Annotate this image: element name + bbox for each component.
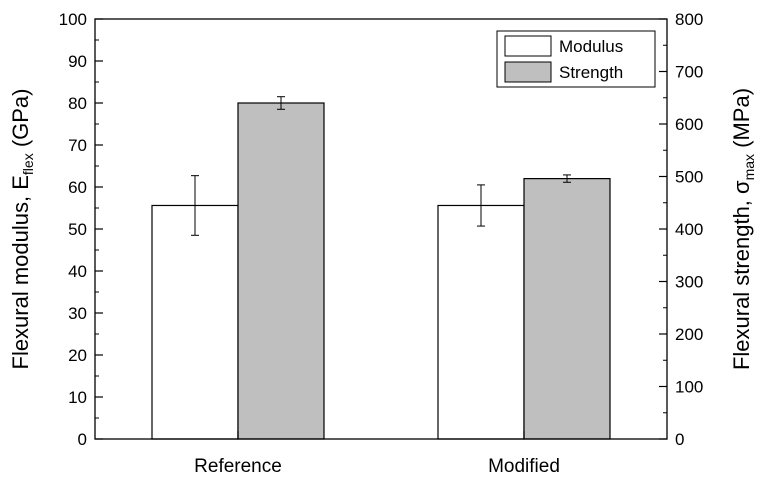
right-axis-label-sub: max [741,154,757,180]
bar-modulus-modified [437,204,525,440]
right-tick-label: 400 [675,220,703,239]
x-axis-labels: Reference Modified [194,431,560,477]
right-tick-label: 0 [675,430,684,449]
bar-strength-modified [523,178,611,440]
right-tick-label: 500 [675,168,703,187]
left-tick-label: 70 [68,136,87,155]
left-tick-label: 40 [68,262,87,281]
error-bars-group [191,96,571,236]
left-tick-label: 0 [78,430,87,449]
left-axis-label: Flexural modulus, Eflex (GPa) [8,88,36,369]
legend-label-modulus: Modulus [559,37,623,56]
error-bar-strength-modified [563,174,571,183]
left-axis-label-main: Flexural modulus, E [8,175,33,369]
right-tick-label: 700 [675,63,703,82]
left-tick-label: 80 [68,94,87,113]
right-axis-label: Flexural strength, σmax (MPa) [729,88,757,370]
bar-modulus-reference [151,204,239,440]
right-tick-label: 200 [675,325,703,344]
left-tick-label: 60 [68,178,87,197]
legend: Modulus Strength [496,30,656,88]
error-bar-modulus-modified [477,184,485,227]
left-tick-label: 100 [59,10,87,29]
right-axis-label-unit: (MPa) [729,88,754,154]
left-tick-label: 50 [68,220,87,239]
right-tick-label: 600 [675,115,703,134]
legend-label-strength: Strength [559,63,623,82]
right-tick-label: 300 [675,273,703,292]
left-tick-label: 30 [68,304,87,323]
legend-swatch-strength [504,61,552,83]
right-tick-label: 800 [675,10,703,29]
left-tick-label: 90 [68,52,87,71]
left-axis-label-sub: flex [20,153,36,175]
left-axis-ticks: 0 10 20 30 40 50 60 70 80 90 100 [59,10,103,449]
legend-swatch-modulus [504,35,552,57]
right-tick-label: 100 [675,378,703,397]
error-bar-strength-reference [277,96,285,110]
error-bar-modulus-reference [191,175,199,236]
bars-group [151,102,611,440]
right-axis-label-main: Flexural strength, σ [729,180,754,370]
left-tick-label: 20 [68,346,87,365]
x-tick-label-modified: Modified [488,456,560,477]
x-tick-label-reference: Reference [194,456,282,477]
right-axis-ticks: 0 100 200 300 400 500 600 700 800 [659,10,703,449]
left-axis-label-unit: (GPa) [8,88,33,153]
bar-strength-reference [237,102,325,440]
left-tick-label: 10 [68,388,87,407]
